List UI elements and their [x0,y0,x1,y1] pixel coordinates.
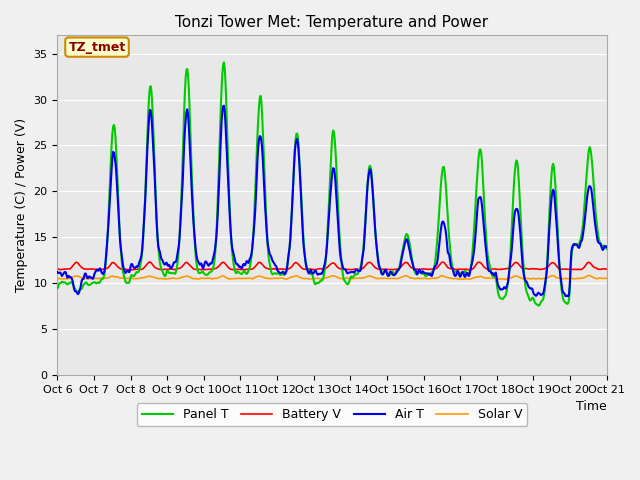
Air T [220,103,228,108]
Solar V [176,276,184,281]
Battery V [417,267,424,273]
Battery V [603,266,611,272]
Panel T [176,233,184,239]
Air T [603,244,611,250]
Legend: Panel T, Battery V, Air T, Solar V: Panel T, Battery V, Air T, Solar V [137,403,527,426]
Line: Panel T: Panel T [58,62,607,306]
Panel T [120,273,128,278]
Air T [563,293,570,299]
Solar V [54,276,61,281]
Line: Air T: Air T [58,106,607,296]
Solar V [603,276,611,281]
Battery V [63,266,71,272]
Solar V [415,276,422,281]
Solar V [457,276,465,282]
Panel T [535,303,543,309]
Panel T [205,270,212,276]
Air T [54,269,61,275]
Air T [120,266,128,272]
Panel T [54,286,61,291]
Air T [63,275,71,281]
Title: Tonzi Tower Met: Temperature and Power: Tonzi Tower Met: Temperature and Power [175,15,488,30]
Solar V [205,275,212,281]
Air T [399,247,407,253]
Battery V [54,265,61,271]
Battery V [146,259,154,265]
Solar V [585,273,593,278]
Battery V [401,261,408,266]
Line: Battery V: Battery V [58,262,607,270]
Panel T [415,268,423,274]
Panel T [603,246,611,252]
Line: Solar V: Solar V [58,276,607,279]
Battery V [177,264,185,270]
Air T [205,263,212,269]
Battery V [120,266,128,272]
Solar V [120,275,128,281]
Y-axis label: Temperature (C) / Power (V): Temperature (C) / Power (V) [15,118,28,292]
Solar V [63,276,71,282]
Air T [415,266,423,272]
X-axis label: Time: Time [576,400,607,413]
Solar V [399,274,406,280]
Panel T [63,281,71,287]
Battery V [206,266,214,272]
Panel T [399,243,407,249]
Text: TZ_tmet: TZ_tmet [68,41,125,54]
Air T [176,234,184,240]
Panel T [220,60,228,65]
Battery V [129,267,136,273]
